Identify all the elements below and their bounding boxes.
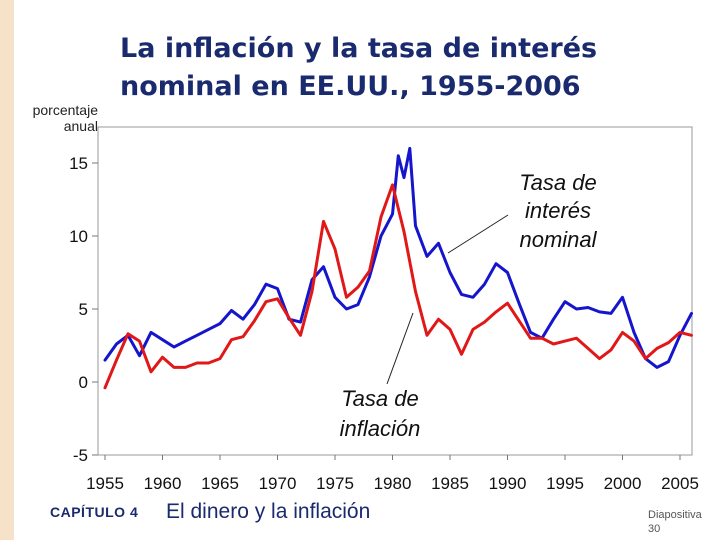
x-tick-label-9: 2000 xyxy=(604,474,642,493)
footer-chapter: CAPÍTULO 4 xyxy=(50,504,139,520)
inflation-annotation-pointer xyxy=(386,312,414,385)
footer-slide-value: 30 xyxy=(648,523,661,535)
x-tick-label-6: 1985 xyxy=(431,474,469,493)
nominal-annotation-line-1: Tasa de xyxy=(519,170,596,195)
x-tick-label-5: 1980 xyxy=(374,474,412,493)
x-tick-label-8: 1995 xyxy=(546,474,584,493)
x-tick-label-7: 1990 xyxy=(489,474,527,493)
slide-title: La inflación y la tasa de interés nomina… xyxy=(120,30,700,106)
nominal-annotation-line-2: interés xyxy=(525,198,591,223)
inflation-rate-line xyxy=(103,183,693,390)
footer-slide-number: Diapositiva 30 xyxy=(648,508,702,536)
footer-topic: El dinero y la inflación xyxy=(166,500,371,523)
y-tick-label-2: 5 xyxy=(79,300,88,319)
inflation-annotation-line-1: Tasa de xyxy=(341,386,418,411)
x-tick-label-1: 1960 xyxy=(144,474,182,493)
y-tick-label-0: 15 xyxy=(69,154,88,173)
nominal-annotation-pointer xyxy=(447,214,509,254)
x-tick-label-2: 1965 xyxy=(201,474,239,493)
y-tick-label-3: 0 xyxy=(79,373,88,392)
slide-title-line-2: nominal en EE.UU., 1955-2006 xyxy=(120,71,581,102)
y-axis-label-line-1: porcentaje xyxy=(32,102,98,118)
y-tick-label-1: 10 xyxy=(69,227,88,246)
nominal-rate-line xyxy=(103,146,693,369)
inflation-annotation-line-2: inflación xyxy=(340,416,421,441)
slide-title-line-1: La inflación y la tasa de interés xyxy=(120,33,598,64)
x-axis-ticks: 1955 1960 1965 1970 1975 1980 1985 1990 1995 2000… xyxy=(86,455,699,493)
x-tick-label-4: 1975 xyxy=(316,474,354,493)
x-tick-label-0: 1955 xyxy=(86,474,124,493)
y-axis-label: porcentaje anual xyxy=(10,102,98,134)
x-tick-label-3: 1970 xyxy=(259,474,297,493)
y-tick-label-4: -5 xyxy=(73,446,88,465)
footer-slide-label: Diapositiva xyxy=(648,509,702,521)
series-layer xyxy=(103,146,693,390)
x-tick-label-10: 2005 xyxy=(661,474,699,493)
y-axis-label-line-2: anual xyxy=(63,118,98,134)
nominal-annotation-line-3: nominal xyxy=(519,227,597,252)
decorative-sidebar xyxy=(0,0,14,540)
y-axis-ticks: 15 10 5 0 -5 xyxy=(69,154,98,465)
